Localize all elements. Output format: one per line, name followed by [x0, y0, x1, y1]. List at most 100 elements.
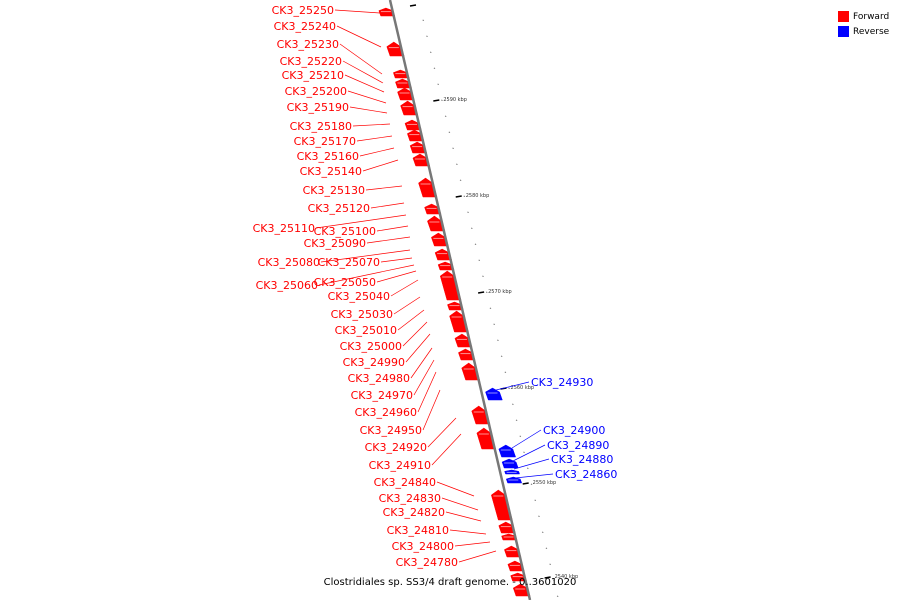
minor-tick: [519, 435, 522, 438]
reverse-gene-label: CK3_24860: [555, 468, 617, 481]
forward-gene-label: CK3_24830: [379, 492, 441, 505]
forward-leader-line: [410, 347, 433, 379]
forward-leader-line: [458, 550, 497, 563]
forward-gene-label: CK3_25080: [258, 256, 320, 269]
forward-leader-line: [380, 257, 413, 263]
forward-gene-label: CK3_25250: [272, 4, 334, 17]
minor-tick: [489, 307, 492, 310]
forward-gene-label: CK3_25110: [253, 222, 315, 235]
forward-leader-line: [402, 321, 428, 347]
minor-tick: [493, 323, 496, 326]
forward-leader-line: [376, 270, 417, 283]
forward-gene-label: CK3_25060: [256, 279, 318, 292]
forward-leader-line: [356, 135, 393, 142]
forward-gene-label: CK3_25040: [328, 290, 390, 303]
forward-leader-line: [315, 214, 407, 229]
reverse-gene-block: [485, 387, 503, 401]
forward-gene-label: CK3_25200: [285, 85, 347, 98]
position-tick-label: 2570 kbp: [488, 289, 512, 295]
forward-leader-line: [362, 159, 399, 172]
minor-tick: [478, 259, 481, 262]
forward-gene-label: CK3_25050: [314, 276, 376, 289]
forward-leader-line: [417, 371, 437, 413]
position-tick-label: 2550 kbp: [533, 480, 557, 486]
genome-backbone: [388, 0, 532, 600]
forward-leader-line: [422, 389, 441, 431]
reverse-gene-label: CK3_24930: [531, 376, 593, 389]
forward-gene-label: CK3_25100: [314, 225, 376, 238]
forward-gene-label: CK3_25170: [294, 135, 356, 148]
position-tick-label: 2560 kbp: [511, 385, 535, 391]
forward-leader-line: [393, 296, 421, 315]
forward-gene-label: CK3_24920: [365, 441, 427, 454]
minor-tick: [545, 547, 548, 550]
forward-leader-line: [320, 249, 411, 263]
minor-tick: [556, 595, 559, 598]
minor-tick: [441, 99, 443, 102]
forward-leader-line: [352, 123, 391, 127]
position-tick: [433, 99, 440, 102]
position-ticks: 2590 kbp 2580 kbp 2570 kbp 2560 kbp 2550 kbp…: [409, 4, 579, 580]
minor-tick: [497, 339, 499, 342]
minor-tick: [459, 179, 462, 182]
position-tick: [544, 576, 551, 579]
reverse-leader-line: [491, 381, 530, 392]
minor-tick: [422, 19, 425, 22]
minor-tick: [437, 83, 440, 86]
reverse-gene-label: CK3_24880: [551, 453, 613, 466]
forward-gene-label: CK3_25210: [282, 69, 344, 82]
forward-leader-line: [347, 90, 387, 104]
minor-tick: [538, 515, 540, 518]
minor-tick: [456, 163, 458, 166]
forward-gene-label: CK3_25180: [290, 120, 352, 133]
position-tick: [522, 482, 529, 485]
forward-gene-label: CK3_24980: [348, 372, 410, 385]
minor-tick: [433, 67, 436, 70]
forward-leader-line: [427, 417, 457, 448]
minor-tick: [553, 579, 555, 582]
forward-gene-label: CK3_25130: [303, 184, 365, 197]
minor-tick: [534, 499, 537, 502]
forward-leader-line: [359, 147, 395, 157]
legend-reverse-swatch: [838, 26, 849, 37]
minor-tick: [515, 419, 518, 422]
reverse-leader-line: [511, 429, 542, 449]
forward-gene-label: CK3_25230: [277, 38, 339, 51]
forward-leader-line: [344, 74, 385, 93]
forward-gene-label: CK3_24960: [355, 406, 417, 419]
minor-tick: [452, 147, 454, 150]
forward-leader-line: [445, 511, 482, 522]
forward-gene-label: CK3_24990: [343, 356, 405, 369]
forward-leader-line: [365, 185, 403, 191]
legend-forward-swatch: [838, 11, 849, 22]
reverse-gene-block: [498, 444, 516, 458]
forward-leader-line: [376, 225, 409, 232]
minor-tick: [470, 227, 473, 230]
forward-leader-line: [413, 359, 435, 396]
minor-tick: [512, 403, 514, 406]
minor-tick: [508, 387, 510, 390]
forward-gene-label: CK3_24950: [360, 424, 422, 437]
legend-reverse-label: Reverse: [853, 26, 890, 37]
position-tick: [455, 195, 462, 198]
forward-gene-label: CK3_24810: [387, 524, 449, 537]
forward-leader-line: [349, 106, 388, 114]
position-tick-label: 2540 kbp: [555, 574, 579, 580]
forward-gene-label: CK3_25070: [318, 256, 380, 269]
reverse-gene-label: CK3_24900: [543, 424, 605, 437]
minor-tick: [523, 451, 525, 454]
forward-gene-label: CK3_25010: [335, 324, 397, 337]
forward-leader-line: [336, 25, 382, 48]
gene-labels: CK3_25250CK3_25240CK3_25230CK3_25220CK3_…: [253, 4, 618, 569]
minor-tick: [485, 291, 488, 294]
forward-gene-label: CK3_25030: [331, 308, 393, 321]
minor-tick: [526, 467, 529, 470]
forward-leader-line: [397, 309, 425, 331]
reverse-leader-line: [512, 444, 546, 462]
forward-gene-label: CK3_24970: [351, 389, 413, 402]
forward-leader-line: [339, 43, 383, 75]
forward-gene-label: CK3_25120: [308, 202, 370, 215]
legend-forward: Forward: [838, 9, 889, 24]
reverse-gene-label: CK3_24890: [547, 439, 609, 452]
